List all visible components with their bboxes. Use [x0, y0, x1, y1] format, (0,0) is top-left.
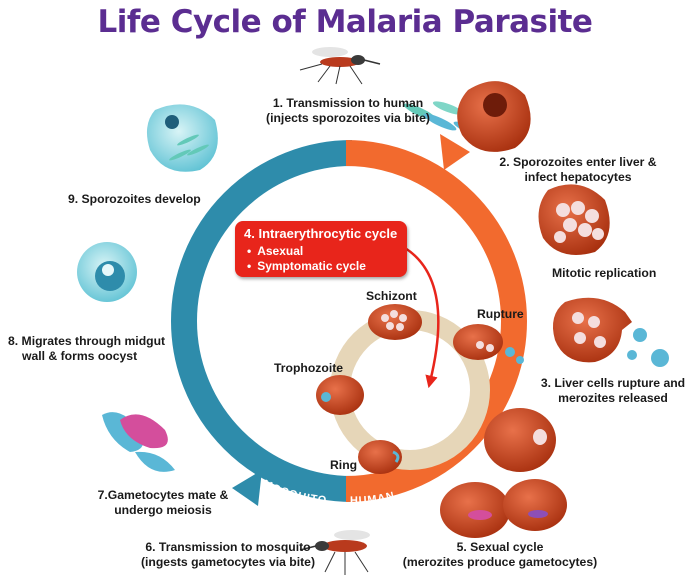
- step-5-line2: (merozites produce gametocytes): [402, 555, 598, 569]
- bullet-asexual: Asexual: [247, 244, 366, 259]
- step-1-line2: (injects sporozoites via bite): [266, 111, 430, 125]
- step-5-label: 5. Sexual cycle (merozites produce gamet…: [390, 540, 610, 570]
- bullet-symptomatic: Symptomatic cycle: [247, 259, 366, 274]
- rbc-illustrations-right: [440, 408, 567, 538]
- ruptured-liver-cell-illustration: [552, 297, 669, 367]
- oocyst-illustration: [77, 242, 137, 302]
- mosquito-bottom-illustration: [299, 530, 370, 575]
- step-2-line1: 2. Sporozoites enter liver &: [499, 155, 657, 169]
- trophozoite-label: Trophozoite: [274, 361, 344, 375]
- human-arc-arrowhead: [440, 134, 470, 170]
- schizont-rbc: [368, 304, 422, 340]
- step-3-line1: 3. Liver cells rupture and: [540, 376, 686, 390]
- mosquito-arc: [171, 140, 353, 502]
- intraerythrocytic-cycle-box: 4. Intraerythrocytic cycle Asexual Sympt…: [235, 221, 407, 277]
- hepatocyte-illustration: [457, 81, 531, 152]
- mosquito-top-illustration: [299, 47, 381, 85]
- step-8-line1: 8. Migrates through midgut: [8, 334, 166, 348]
- intraerythrocytic-bullets: Asexual Symptomatic cycle: [247, 244, 366, 274]
- gametocytes-illustration: [102, 412, 175, 472]
- step-8-label: 8. Migrates through midgut wall & forms …: [8, 334, 165, 364]
- mitotic-replication-label: Mitotic replication: [552, 266, 657, 280]
- liver-schizont-illustration: [538, 184, 610, 255]
- step-7-label: 7.Gametocytes mate & undergo meiosis: [78, 488, 248, 518]
- ring-rbc: [358, 440, 402, 474]
- step-7-line1: 7.Gametocytes mate &: [97, 488, 229, 502]
- intraerythrocytic-heading: 4. Intraerythrocytic cycle: [244, 226, 398, 241]
- schizont-label: Schizont: [366, 289, 417, 303]
- step-7-line2: undergo meiosis: [114, 503, 212, 517]
- page-title: Life Cycle of Malaria Parasite: [97, 4, 593, 40]
- step-3-line2: merozites released: [558, 391, 668, 405]
- mosquito-arc-arrowhead: [232, 470, 262, 506]
- rupture-rbc: [453, 324, 524, 364]
- step-2-label: 2. Sporozoites enter liver & infect hepa…: [478, 155, 678, 185]
- trophozoite-rbc: [316, 375, 364, 415]
- step-9-label: 9. Sporozoites develop: [68, 192, 201, 206]
- step-2-line2: infect hepatocytes: [524, 170, 632, 184]
- rupture-label: Rupture: [477, 307, 524, 321]
- human-arc: [345, 140, 527, 502]
- step-1-label: 1. Transmission to human (injects sporoz…: [236, 96, 460, 126]
- cycle-arrow: [404, 246, 440, 389]
- step-6-line1: 6. Transmission to mosquito: [145, 540, 311, 554]
- step-8-line2: wall & forms oocyst: [22, 349, 138, 363]
- step-6-label: 6. Transmission to mosquito (ingests gam…: [128, 540, 328, 570]
- ring-label-human-top: HUMAN: [360, 128, 408, 144]
- step-1-line1: 1. Transmission to human: [272, 96, 424, 110]
- step-6-line2: (ingests gametocytes via bite): [140, 555, 316, 569]
- step-3-label: 3. Liver cells rupture and merozites rel…: [538, 376, 688, 406]
- step-5-line1: 5. Sexual cycle: [456, 540, 544, 554]
- ring-label: Ring: [330, 458, 358, 472]
- sporozoite-cell-illustration: [146, 104, 218, 172]
